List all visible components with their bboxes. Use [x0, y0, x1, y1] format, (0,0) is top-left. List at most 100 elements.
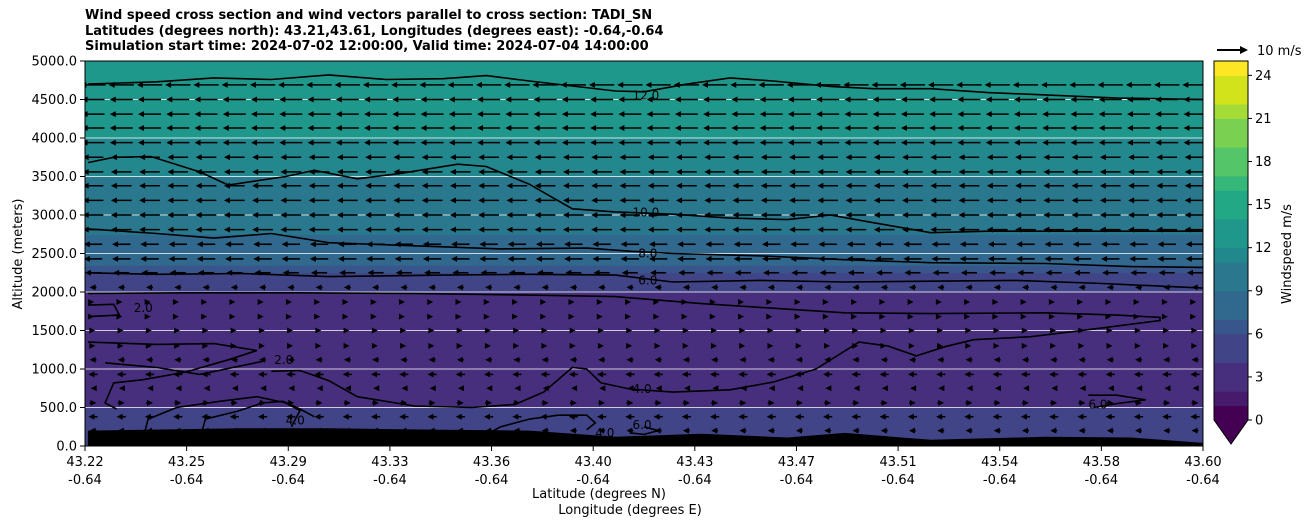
wind-vector [879, 371, 889, 378]
wind-vector [674, 111, 698, 118]
contour-label: 8.0 [638, 247, 657, 261]
wind-vector [588, 81, 615, 88]
wind-vector [815, 81, 841, 88]
wind-vector [732, 154, 754, 161]
wind-vector [965, 284, 973, 291]
wind-vector [957, 124, 981, 131]
wind-vector [682, 399, 690, 406]
wind-vector [429, 385, 436, 392]
wind-vector [428, 399, 436, 406]
wind-vector-head [957, 96, 964, 103]
wind-vector [879, 413, 889, 420]
wind-vector [1077, 371, 1087, 378]
wind-vector-head [852, 284, 859, 291]
wind-vector [1163, 356, 1171, 363]
wind-vector-head [818, 241, 825, 248]
wind-vector-head [117, 284, 124, 291]
wind-vector-head [370, 313, 377, 320]
wind-vector [1041, 81, 1067, 88]
contour-line-2.0 [87, 303, 121, 318]
colorbar-tick-label: 3 [1255, 370, 1263, 385]
wind-vector-head [591, 182, 598, 189]
wind-vector [766, 413, 776, 420]
wind-vector-head [1101, 241, 1108, 248]
speed-band [85, 353, 1203, 359]
wind-vector-head [1156, 212, 1163, 218]
wind-vector-head [789, 182, 796, 189]
wind-vector [844, 139, 868, 146]
wind-vector [845, 168, 867, 175]
wind-vector [1015, 182, 1036, 189]
wind-vector [145, 327, 152, 334]
speed-band [85, 265, 1203, 270]
wind-vector-head [872, 111, 879, 118]
wind-vector [965, 427, 973, 434]
wind-vector-head [929, 139, 936, 146]
colorbar-level [1214, 204, 1248, 220]
speed-band [85, 126, 1203, 131]
wind-vector-head [985, 139, 992, 146]
wind-vector-head [231, 385, 238, 392]
wind-vector [428, 356, 436, 363]
wind-vector-head [908, 427, 915, 434]
colorbar-level [1214, 104, 1248, 119]
wind-vector [705, 255, 724, 262]
wind-vector-head [625, 299, 632, 306]
wind-vector-head [1013, 124, 1020, 131]
wind-vector-head [336, 154, 343, 161]
wind-vector-head [1077, 313, 1084, 320]
wind-vector [902, 197, 923, 204]
wind-vector [342, 413, 352, 420]
wind-vector [448, 124, 472, 131]
wind-vector [399, 371, 409, 378]
wind-vector [619, 168, 641, 175]
wind-vector [229, 371, 239, 378]
wind-vector-head [486, 399, 493, 406]
wind-vector-head [428, 327, 435, 334]
wind-vector-head [165, 81, 172, 88]
colorbar-level [1214, 118, 1248, 134]
wind-vector [795, 427, 803, 434]
wind-vector [759, 96, 783, 103]
wind-vector-head [1021, 327, 1028, 334]
wind-vector-head [371, 342, 378, 349]
wind-vector [709, 299, 716, 306]
wind-vector-head [563, 182, 570, 189]
wind-vector-head [146, 356, 153, 363]
wind-vector [1185, 255, 1203, 262]
colorbar-level [1214, 190, 1248, 206]
wind-vector [1161, 299, 1168, 306]
wind-vector-head [591, 197, 598, 204]
wind-vector-head [965, 342, 972, 349]
wind-vector [872, 139, 896, 146]
wind-vector [259, 356, 266, 363]
wind-vector [287, 327, 294, 334]
speed-band [85, 322, 1203, 328]
wind-vector [908, 327, 915, 334]
wind-vector-head [1013, 96, 1020, 103]
wind-vector-head [596, 299, 603, 306]
wind-vector-head [965, 356, 972, 363]
wind-vector-head [569, 327, 576, 334]
wind-vector-head [619, 154, 626, 161]
speed-band [85, 87, 1203, 93]
wind-vector-head [989, 269, 996, 276]
wind-vector [449, 168, 471, 175]
wind-vector [168, 241, 187, 248]
wind-vector-head [452, 269, 459, 276]
wind-vector [533, 139, 557, 146]
wind-vector [451, 241, 470, 248]
colorbar-level [1214, 89, 1248, 105]
wind-vector [711, 356, 719, 363]
wind-vector [140, 241, 159, 248]
wind-vector-head [112, 241, 119, 248]
wind-vector [372, 399, 380, 406]
wind-vector [486, 385, 493, 392]
wind-vector [201, 413, 211, 420]
wind-vector-head [1073, 269, 1080, 276]
wind-vector [449, 197, 471, 204]
wind-vector [1098, 139, 1122, 146]
speed-band [85, 149, 1203, 154]
wind-vector [537, 269, 554, 276]
